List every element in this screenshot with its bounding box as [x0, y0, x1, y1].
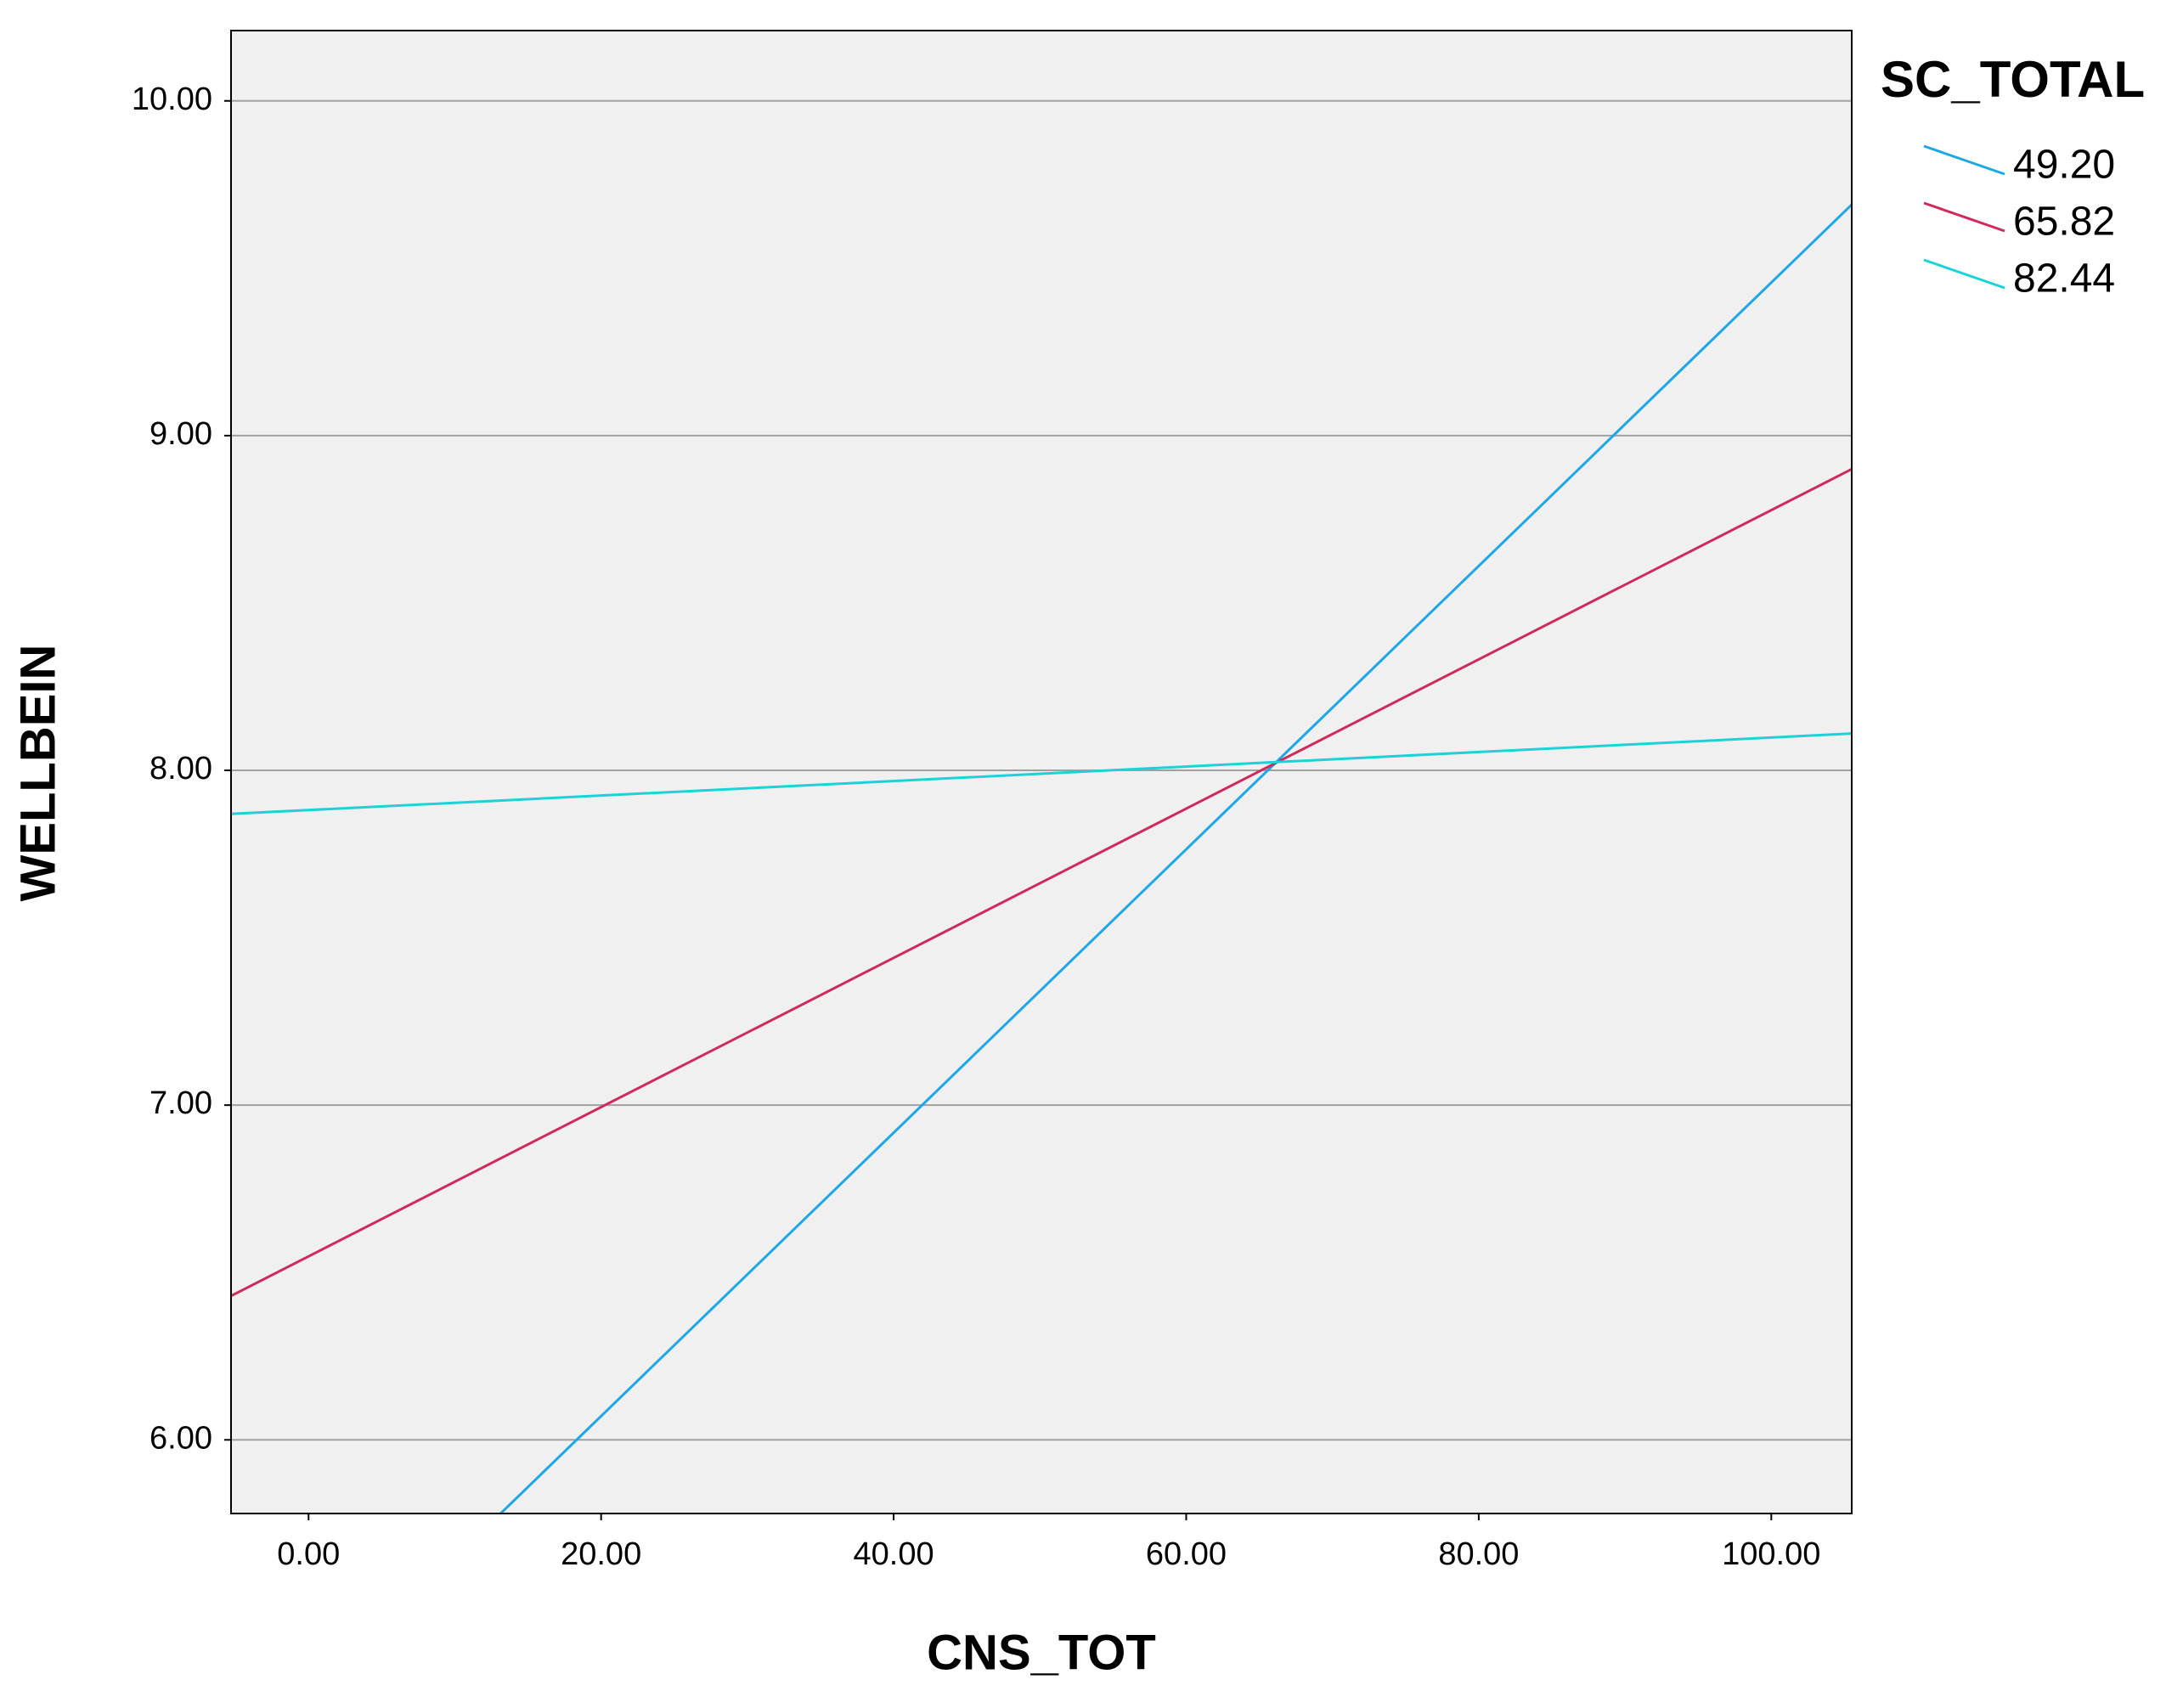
x-tick-label: 40.00: [854, 1536, 934, 1572]
legend-swatch: [1923, 144, 2005, 176]
plot-area: [231, 31, 1852, 1514]
x-tick-label: 0.00: [277, 1536, 340, 1572]
y-axis-title: WELLBEIN: [10, 645, 65, 902]
x-tick-label: 80.00: [1438, 1536, 1519, 1572]
legend-label: 65.82: [2013, 200, 2115, 245]
series-line: [231, 467, 1852, 1298]
y-tick-label: 10.00: [132, 82, 212, 117]
x-tick-label: 20.00: [561, 1536, 641, 1572]
y-tick-label: 6.00: [149, 1420, 212, 1456]
y-tick-label: 8.00: [149, 751, 212, 786]
y-tick-label: 7.00: [149, 1085, 212, 1121]
labels: 6.00 7.00 8.00 9.00 10.00 0.00 20.00 40.00 60.00…: [132, 82, 2115, 1572]
legend-title: SC_TOTAL: [1881, 51, 2145, 108]
legend-label: 82.44: [2013, 256, 2115, 302]
legend-swatch: [1923, 258, 2005, 290]
x-tick-label: 60.00: [1146, 1536, 1227, 1572]
legend-label: 49.20: [2013, 143, 2115, 188]
plot-border: [230, 30, 1853, 1514]
x-tick-label: 100.00: [1722, 1536, 1820, 1572]
legend-swatch: [1923, 201, 2005, 233]
x-axis-title: CNS_TOT: [927, 1625, 1156, 1680]
grid: [231, 99, 1852, 1441]
series-line: [231, 732, 1852, 815]
y-tick-label: 9.00: [149, 416, 212, 452]
